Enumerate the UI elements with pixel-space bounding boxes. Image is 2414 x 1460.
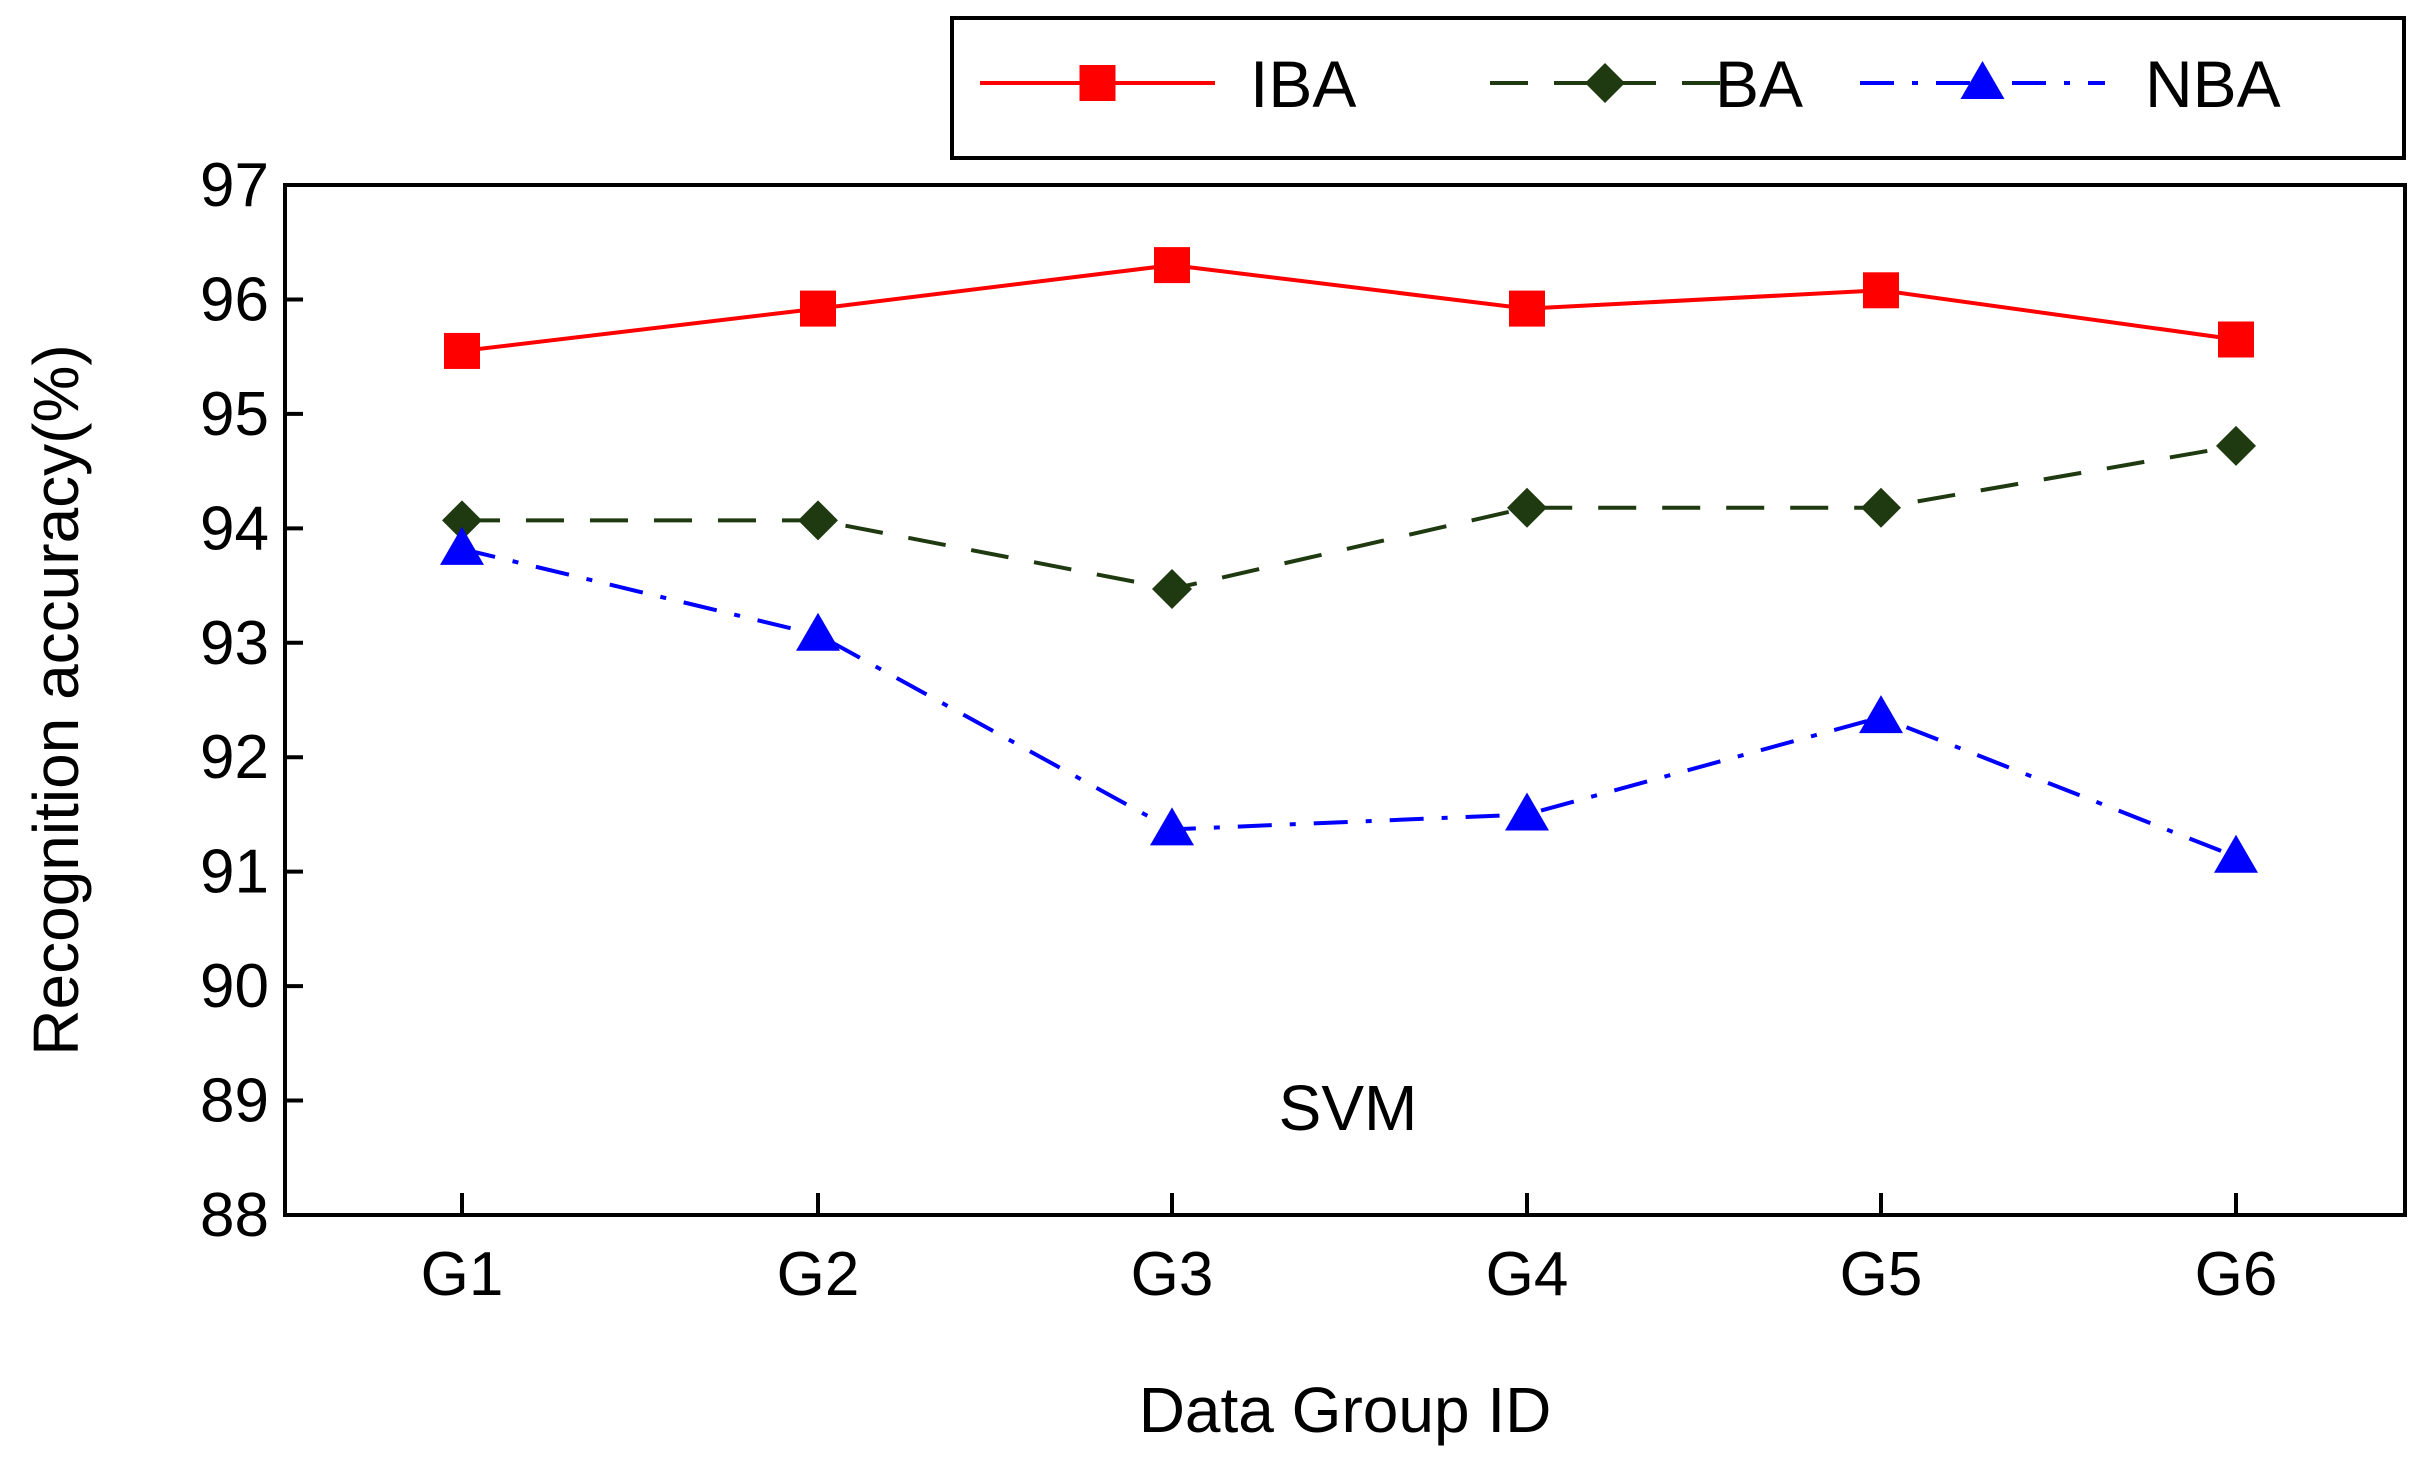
point-iba-g2 xyxy=(800,290,836,327)
y-tick-label: 93 xyxy=(200,609,269,678)
x-tick-label: G3 xyxy=(1131,1240,1214,1309)
point-ba-g1 xyxy=(442,500,482,541)
legend-label-iba: IBA xyxy=(1250,47,1356,121)
series-line-ba xyxy=(462,443,2237,592)
x-tick-label: G4 xyxy=(1486,1240,1569,1309)
x-tick-label: G1 xyxy=(421,1240,504,1309)
plot-frame xyxy=(283,183,2407,1217)
point-ba-g4 xyxy=(1507,487,1547,528)
point-nba-g4 xyxy=(1505,792,1549,831)
y-tick-label: 97 xyxy=(200,151,269,220)
point-nba-g2 xyxy=(796,612,840,651)
y-tick-label: 94 xyxy=(200,494,269,563)
point-iba-g5 xyxy=(1863,272,1899,309)
y-tick-label: 96 xyxy=(200,265,269,334)
svm-annotation: SVM xyxy=(1279,1072,1418,1144)
x-tick-label: G2 xyxy=(777,1240,860,1309)
y-tick-label: 88 xyxy=(200,1181,269,1250)
legend-label-ba: BA xyxy=(1715,47,1803,121)
y-tick-label: 92 xyxy=(200,723,269,792)
y-tick-label: 91 xyxy=(200,838,269,907)
y-tick-label: 90 xyxy=(200,952,269,1021)
point-nba-g1 xyxy=(440,526,484,565)
series-line-iba xyxy=(461,263,2237,353)
x-tick-label: G6 xyxy=(2195,1240,2278,1309)
y-axis: 88 89 90 91 92 93 94 95 96 97 xyxy=(200,151,303,1250)
series-markers xyxy=(440,247,2258,873)
x-axis: G1 G2 G3 G4 G5 G6 xyxy=(421,1193,2278,1309)
series-lines xyxy=(461,263,2237,859)
legend-marker-nba xyxy=(1960,61,2005,99)
point-ba-g3 xyxy=(1152,568,1192,609)
y-tick-label: 89 xyxy=(200,1067,269,1136)
point-ba-g5 xyxy=(1861,487,1901,528)
y-tick-label: 95 xyxy=(200,380,269,449)
point-iba-g6 xyxy=(2218,321,2254,358)
point-nba-g3 xyxy=(1150,807,1194,846)
legend-box xyxy=(950,16,2406,160)
point-nba-g6 xyxy=(2214,834,2258,873)
series-line-nba xyxy=(461,546,2237,859)
point-ba-g6 xyxy=(2216,425,2256,466)
legend: IBA BA NBA xyxy=(980,47,2281,121)
point-iba-g3 xyxy=(1154,247,1190,284)
legend-label-nba: NBA xyxy=(2145,47,2281,121)
point-iba-g4 xyxy=(1509,290,1545,327)
y-axis-title: Recognition accuracy(%) xyxy=(20,344,92,1055)
point-nba-g5 xyxy=(1859,695,1903,734)
legend-marker-ba xyxy=(1585,63,1625,103)
point-ba-g2 xyxy=(798,500,838,541)
x-tick-label: G5 xyxy=(1840,1240,1923,1309)
point-iba-g1 xyxy=(444,332,480,369)
legend-marker-iba xyxy=(1079,65,1116,101)
x-axis-title: Data Group ID xyxy=(1139,1374,1552,1446)
